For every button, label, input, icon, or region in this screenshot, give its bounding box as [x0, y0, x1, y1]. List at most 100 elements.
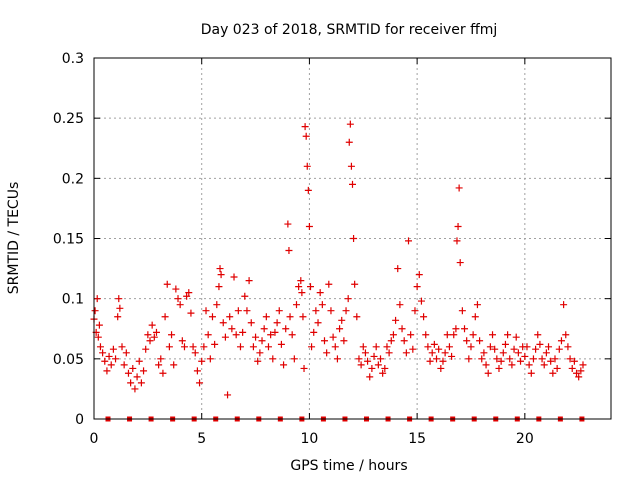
data-point — [137, 379, 145, 387]
data-point — [129, 364, 137, 372]
data-point — [538, 355, 546, 363]
data-point — [534, 331, 542, 339]
data-point — [564, 343, 572, 351]
data-point — [405, 237, 413, 245]
data-point — [398, 325, 406, 333]
data-point — [316, 289, 324, 297]
data-point — [430, 340, 438, 348]
data-point — [542, 349, 550, 357]
data-point — [215, 283, 223, 291]
data-point — [536, 340, 544, 348]
data-point — [435, 345, 443, 353]
data-point — [94, 333, 102, 341]
y-tick-label: 0.2 — [62, 171, 84, 187]
data-point — [165, 343, 173, 351]
data-point — [204, 331, 212, 339]
data-point — [547, 357, 555, 365]
data-point — [359, 343, 367, 351]
data-point — [545, 343, 553, 351]
data-point — [310, 328, 318, 336]
data-point — [189, 343, 197, 351]
data-point — [523, 343, 531, 351]
data-point — [325, 280, 333, 288]
data-point — [112, 355, 120, 363]
x-tick-label: 10 — [301, 431, 319, 447]
data-point — [458, 307, 466, 315]
data-point — [443, 331, 451, 339]
data-point — [202, 307, 210, 315]
data-point — [456, 259, 464, 267]
data-point — [413, 283, 421, 291]
data-point — [340, 337, 348, 345]
data-point — [562, 331, 570, 339]
data-point — [455, 184, 463, 192]
data-point — [368, 364, 376, 372]
data-point — [314, 319, 322, 327]
data-point — [120, 361, 128, 369]
data-point — [463, 337, 471, 345]
data-point — [370, 352, 378, 360]
data-point — [306, 283, 314, 291]
data-point — [208, 313, 216, 321]
data-point — [517, 357, 525, 365]
data-point — [437, 364, 445, 372]
data-point — [549, 369, 557, 377]
data-point — [529, 355, 537, 363]
data-point — [298, 289, 306, 297]
data-point — [510, 345, 518, 353]
data-point — [114, 313, 122, 321]
data-point — [495, 364, 503, 372]
data-point — [93, 295, 101, 303]
data-point — [245, 277, 253, 285]
data-point — [394, 265, 402, 273]
data-point — [396, 301, 404, 309]
data-point — [491, 345, 499, 353]
data-point — [527, 369, 535, 377]
data-point — [163, 280, 171, 288]
x-axis-label: GPS time / hours — [290, 458, 407, 474]
data-point — [135, 357, 143, 365]
data-point — [269, 355, 277, 363]
data-point — [486, 343, 494, 351]
data-point — [377, 355, 385, 363]
data-point — [473, 301, 481, 309]
data-point — [286, 313, 294, 321]
data-point — [267, 331, 275, 339]
data-point — [557, 337, 565, 345]
data-point — [91, 307, 99, 315]
data-point — [448, 352, 456, 360]
y-axis-label: SRMTID / TECUs — [6, 182, 22, 295]
data-point — [467, 343, 475, 351]
data-point — [140, 367, 148, 375]
y-tick-label: 0.15 — [53, 232, 84, 248]
data-point — [297, 277, 305, 285]
data-point — [573, 369, 581, 377]
data-point — [439, 357, 447, 365]
data-point — [295, 283, 303, 291]
data-point — [226, 313, 234, 321]
data-point — [347, 162, 355, 170]
data-point — [127, 379, 135, 387]
data-point — [241, 292, 249, 300]
data-point — [501, 340, 509, 348]
data-point — [185, 289, 193, 297]
data-point — [277, 340, 285, 348]
data-point — [407, 331, 415, 339]
data-point — [424, 343, 432, 351]
data-point — [577, 367, 585, 375]
data-point — [568, 364, 576, 372]
data-point — [452, 325, 460, 333]
data-point — [109, 345, 117, 353]
data-point — [198, 357, 206, 365]
data-point — [454, 222, 462, 230]
data-point — [157, 355, 165, 363]
data-point — [232, 331, 240, 339]
data-point — [264, 343, 272, 351]
data-point — [159, 369, 167, 377]
data-point — [385, 349, 393, 357]
data-point — [256, 349, 264, 357]
data-point — [247, 319, 255, 327]
data-point — [299, 313, 307, 321]
data-point — [260, 325, 268, 333]
data-point — [172, 285, 180, 293]
